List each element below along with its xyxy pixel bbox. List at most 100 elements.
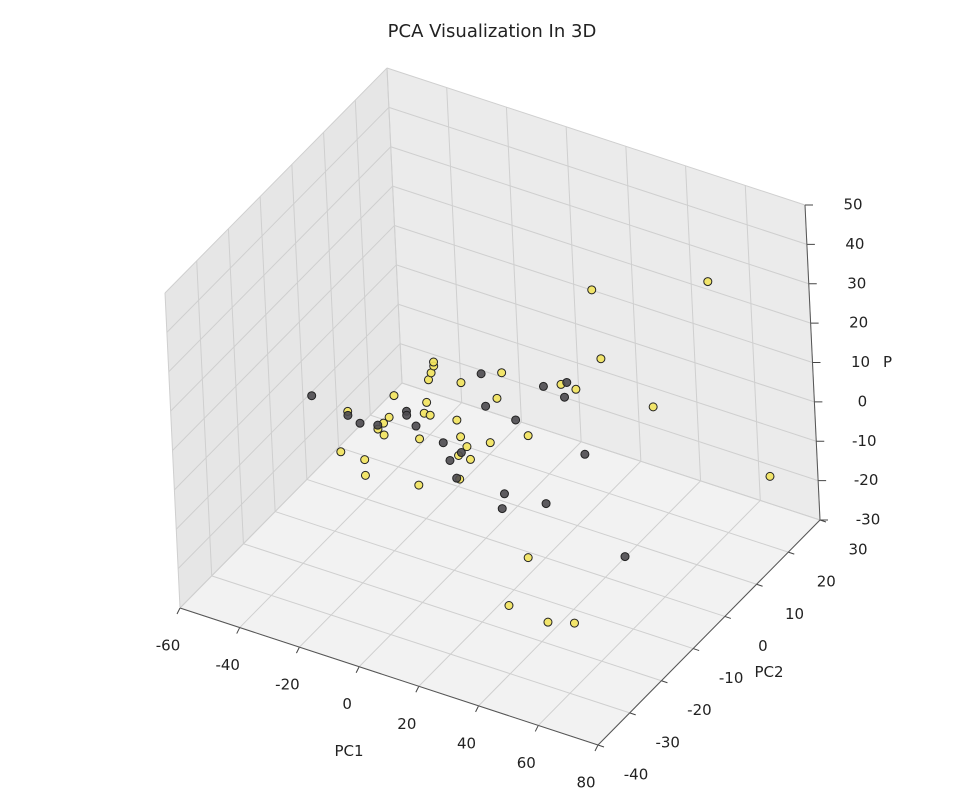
point (384, 412, 394, 422)
tick-mark (295, 646, 300, 654)
point (422, 397, 432, 407)
grid-line (396, 264, 815, 403)
point (481, 401, 491, 411)
grid-line (398, 303, 817, 442)
grid-line (478, 480, 701, 707)
grid-line (386, 67, 806, 206)
point (343, 410, 353, 420)
z-tick-label: -30 (856, 511, 881, 529)
tick-mark (355, 666, 360, 673)
point (456, 448, 466, 458)
chart-title: PCA Visualization In 3D (388, 21, 597, 42)
grid-line (394, 225, 813, 363)
grid-line (358, 441, 582, 668)
point (587, 285, 597, 295)
tick-mark (176, 607, 181, 615)
tick-mark (534, 725, 539, 732)
point (523, 553, 533, 563)
tick-mark (756, 583, 763, 587)
point (379, 430, 389, 440)
z-tick-label: 20 (849, 314, 868, 332)
point (569, 618, 579, 628)
grid-line (239, 402, 463, 628)
point (465, 454, 475, 464)
point (580, 449, 590, 459)
grid-line (392, 185, 811, 324)
axis-line (804, 204, 821, 521)
grid-line (164, 67, 388, 294)
point (355, 418, 365, 428)
z-axis-label: P (883, 353, 892, 371)
grid-line (170, 185, 393, 412)
x-axis-label: PC1 (334, 742, 363, 760)
point (360, 455, 370, 465)
grid-line (338, 446, 757, 585)
z-tick-label: 50 (843, 196, 862, 214)
y-tick-label: -30 (655, 733, 680, 751)
point (415, 434, 425, 444)
point (492, 393, 502, 403)
point (438, 438, 448, 448)
point (523, 431, 533, 441)
point (571, 384, 581, 394)
point (497, 368, 507, 378)
grid-line (177, 343, 401, 569)
tick-mark (724, 615, 732, 619)
point (620, 552, 630, 562)
z-tick-label: 30 (847, 274, 866, 292)
grid-line (243, 543, 662, 682)
grid-line (175, 303, 399, 530)
grid-line (306, 478, 726, 617)
tick-mark (597, 744, 605, 748)
point (765, 471, 775, 481)
y-tick-label: 30 (848, 541, 867, 559)
tick-mark (692, 648, 700, 652)
point (596, 354, 606, 364)
grid-line (179, 382, 403, 609)
y-tick-label: -10 (719, 669, 744, 687)
point (456, 378, 466, 388)
grid-line (390, 146, 809, 285)
point (648, 402, 658, 412)
point (452, 415, 462, 425)
z-tick-label: 10 (851, 353, 870, 371)
x-tick-label: 20 (397, 715, 416, 733)
z-tick-label: -20 (854, 471, 879, 489)
tick-mark (661, 680, 668, 684)
grid-line (299, 421, 522, 648)
grid-line (418, 460, 642, 687)
point (504, 601, 514, 610)
grid-line (399, 343, 819, 482)
grid-line (537, 500, 761, 726)
grid-line (168, 146, 392, 373)
z-tick-label: 0 (858, 392, 868, 410)
point (462, 442, 472, 452)
y-tick-label: 10 (785, 605, 804, 623)
point (456, 432, 466, 442)
point (538, 381, 548, 391)
x-tick-label: -40 (215, 656, 240, 674)
point (485, 438, 495, 448)
point (402, 410, 412, 420)
grid-line (401, 382, 821, 521)
point (360, 470, 370, 480)
point (414, 480, 424, 490)
tick-mark (788, 551, 795, 555)
point (562, 377, 572, 387)
x-tick-label: 80 (576, 774, 595, 789)
y-axis-label: PC2 (754, 663, 783, 681)
z-tick-label: -10 (852, 432, 877, 450)
point (425, 410, 435, 420)
y-tick-label: -40 (624, 766, 649, 784)
grid-line (370, 414, 789, 553)
grid-line (388, 106, 808, 245)
z-tick-label: 40 (845, 235, 864, 253)
x-tick-label: 60 (517, 754, 536, 772)
y-tick-label: -20 (687, 701, 712, 719)
grid-line (172, 225, 395, 451)
point (389, 391, 399, 401)
point (560, 392, 570, 402)
point (703, 277, 713, 287)
x-tick-label: -60 (156, 637, 181, 655)
